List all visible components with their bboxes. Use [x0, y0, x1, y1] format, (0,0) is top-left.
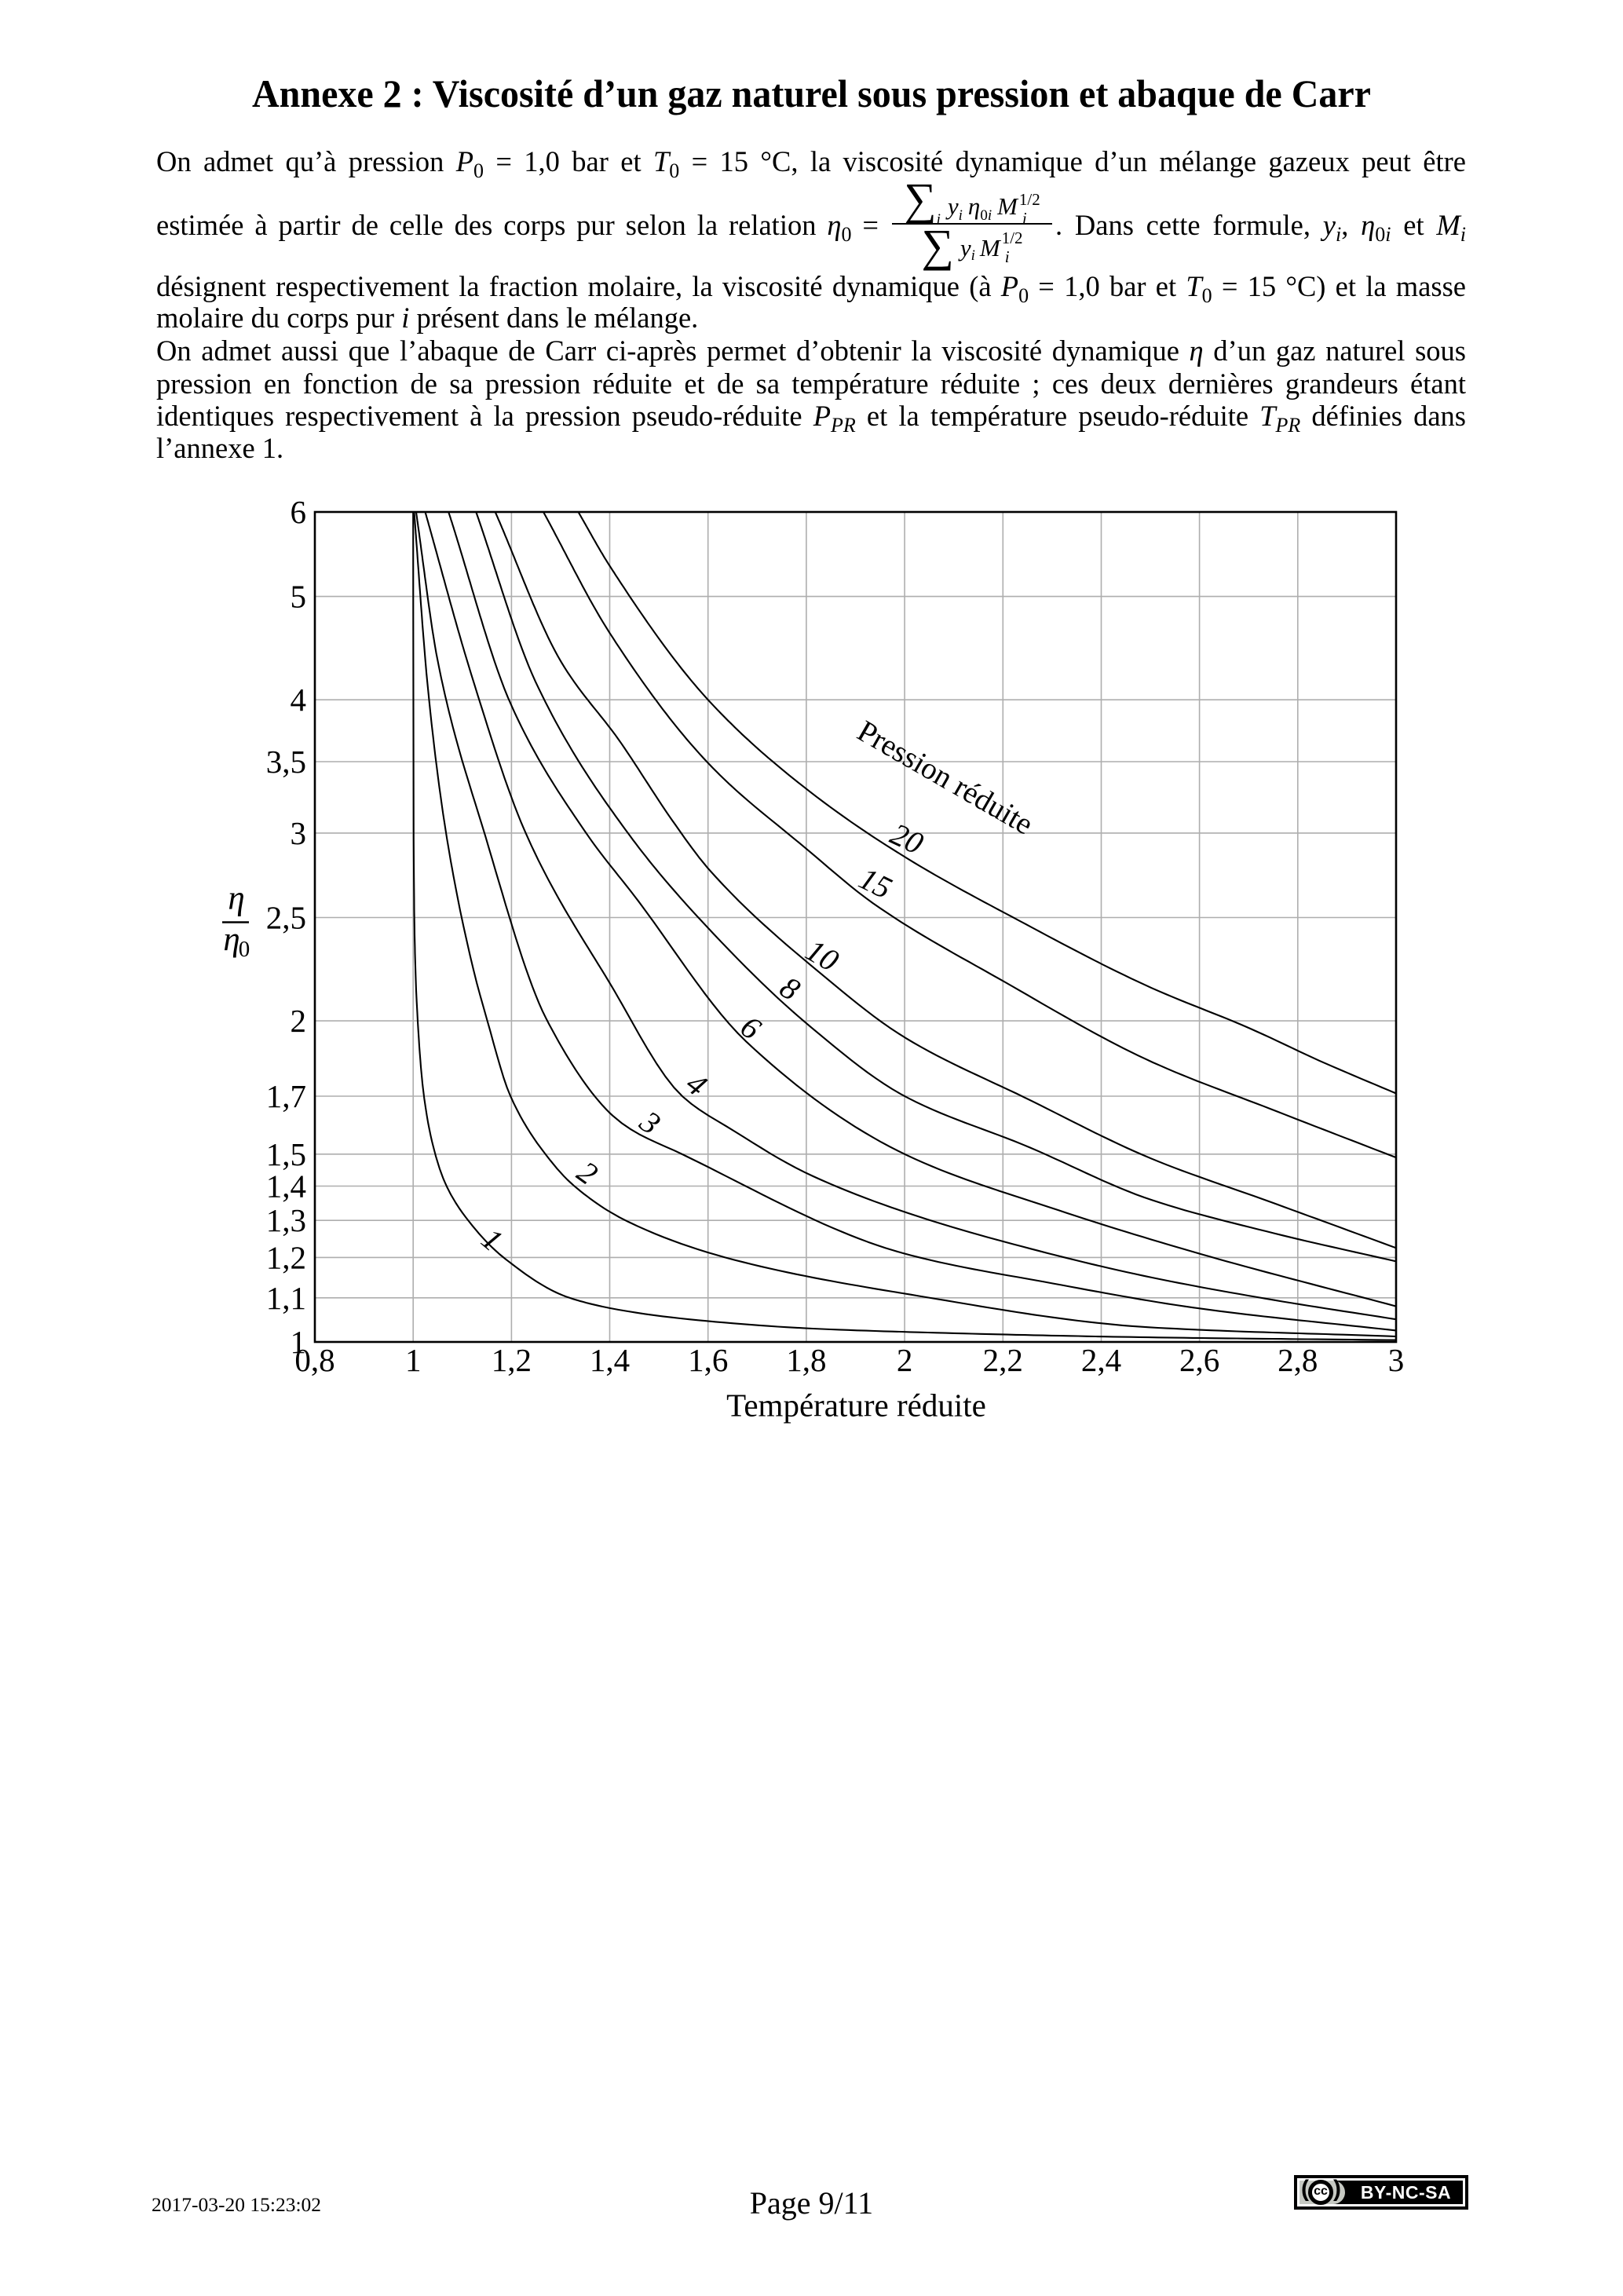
svg-text:0,8: 0,8: [294, 1342, 334, 1378]
svg-text:2: 2: [291, 1003, 307, 1039]
svg-text:1,1: 1,1: [266, 1280, 306, 1316]
svg-text:15: 15: [854, 861, 897, 906]
svg-text:5: 5: [291, 579, 307, 615]
svg-text:η: η: [223, 921, 239, 958]
svg-text:η: η: [228, 880, 244, 917]
svg-text:2: 2: [897, 1342, 913, 1378]
svg-text:4: 4: [680, 1066, 714, 1103]
svg-text:2,8: 2,8: [1278, 1342, 1318, 1378]
svg-text:2,4: 2,4: [1081, 1342, 1121, 1378]
svg-text:1,4: 1,4: [590, 1342, 630, 1378]
svg-text:1,6: 1,6: [688, 1342, 728, 1378]
svg-text:6: 6: [734, 1008, 767, 1046]
svg-text:1,2: 1,2: [266, 1239, 306, 1275]
svg-text:1: 1: [405, 1342, 422, 1378]
svg-text:1,5: 1,5: [266, 1136, 306, 1172]
svg-text:3: 3: [1388, 1342, 1405, 1378]
svg-text:8: 8: [774, 969, 806, 1007]
svg-text:Pression réduite: Pression réduite: [852, 714, 1039, 841]
svg-text:4: 4: [291, 682, 307, 718]
svg-text:1: 1: [475, 1221, 510, 1258]
svg-text:1,3: 1,3: [266, 1202, 306, 1238]
svg-text:20: 20: [885, 816, 928, 861]
svg-text:3,5: 3,5: [266, 744, 306, 780]
svg-text:2,6: 2,6: [1179, 1342, 1219, 1378]
svg-text:0: 0: [239, 937, 250, 962]
svg-text:Température réduite: Température réduite: [726, 1387, 986, 1424]
svg-text:2,5: 2,5: [266, 900, 306, 936]
svg-text:3: 3: [633, 1103, 667, 1142]
svg-text:1,8: 1,8: [786, 1342, 826, 1378]
svg-text:1: 1: [291, 1324, 307, 1360]
svg-text:1,4: 1,4: [266, 1168, 306, 1205]
svg-text:1,2: 1,2: [492, 1342, 532, 1378]
svg-text:3: 3: [291, 815, 307, 851]
svg-text:6: 6: [291, 494, 307, 530]
svg-text:2,2: 2,2: [983, 1342, 1023, 1378]
svg-text:1,7: 1,7: [266, 1078, 306, 1114]
